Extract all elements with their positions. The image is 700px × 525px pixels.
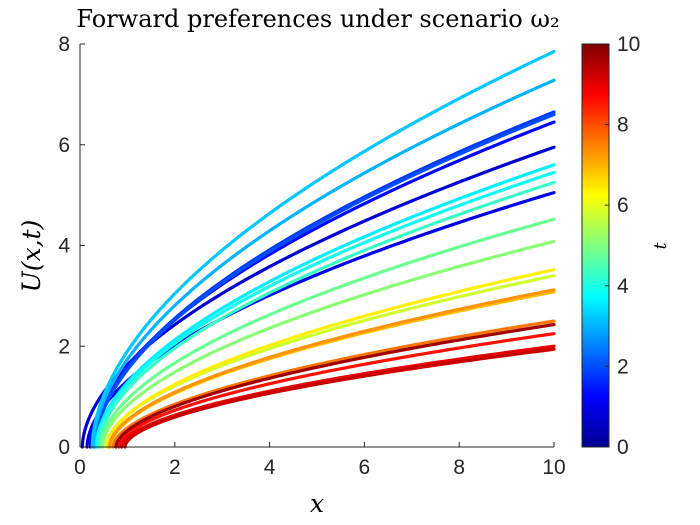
x-tick-label: 6 xyxy=(359,456,371,479)
x-ticks: 0 2 4 6 8 10 xyxy=(74,442,566,479)
series-line xyxy=(117,332,556,449)
series-line xyxy=(123,347,556,449)
colorbar-tick-label: 10 xyxy=(617,33,640,56)
colorbar: 0 2 4 6 8 10 t xyxy=(581,33,671,459)
series-line xyxy=(80,145,556,449)
colorbar-tick-label: 8 xyxy=(617,114,629,137)
colorbar-tick-label: 6 xyxy=(617,194,629,217)
x-tick-label: 0 xyxy=(74,456,86,479)
y-axis-label: U(x,t) xyxy=(17,220,46,293)
series-line xyxy=(85,191,556,449)
y-tick-label: 0 xyxy=(58,436,70,459)
series-line xyxy=(107,288,556,449)
series-line xyxy=(99,217,556,449)
x-tick-label: 8 xyxy=(453,456,465,479)
series-line xyxy=(105,268,556,449)
x-tick-label: 2 xyxy=(169,456,181,479)
series-line xyxy=(91,78,556,449)
series-line xyxy=(111,319,556,449)
y-tick-label: 4 xyxy=(58,235,70,258)
colorbar-ticks: 0 2 4 6 8 10 xyxy=(605,33,640,459)
colorbar-label: t xyxy=(651,242,671,249)
y-tick-label: 8 xyxy=(58,33,70,56)
colorbar-tick-label: 4 xyxy=(617,275,629,298)
chart-title: Forward preferences under scenario ω₂ xyxy=(76,5,559,33)
x-axis-label: x xyxy=(310,489,324,518)
colorbar-frame xyxy=(581,43,610,448)
y-tick-label: 6 xyxy=(58,134,70,157)
y-ticks: 0 2 4 6 8 xyxy=(58,33,85,459)
series-line xyxy=(120,344,556,449)
plot-area xyxy=(80,49,556,449)
series-line xyxy=(90,49,556,449)
y-tick-label: 2 xyxy=(58,335,70,358)
colorbar-tick-label: 2 xyxy=(617,355,629,378)
colorbar-gradient xyxy=(582,44,609,447)
series-line xyxy=(114,322,556,449)
series-line xyxy=(95,170,556,449)
x-tick-label: 10 xyxy=(542,456,565,479)
series-line xyxy=(97,180,556,449)
x-tick-label: 4 xyxy=(264,456,276,479)
series-line xyxy=(93,112,556,449)
colorbar-tick-label: 0 xyxy=(617,436,629,459)
series-line xyxy=(101,239,556,449)
